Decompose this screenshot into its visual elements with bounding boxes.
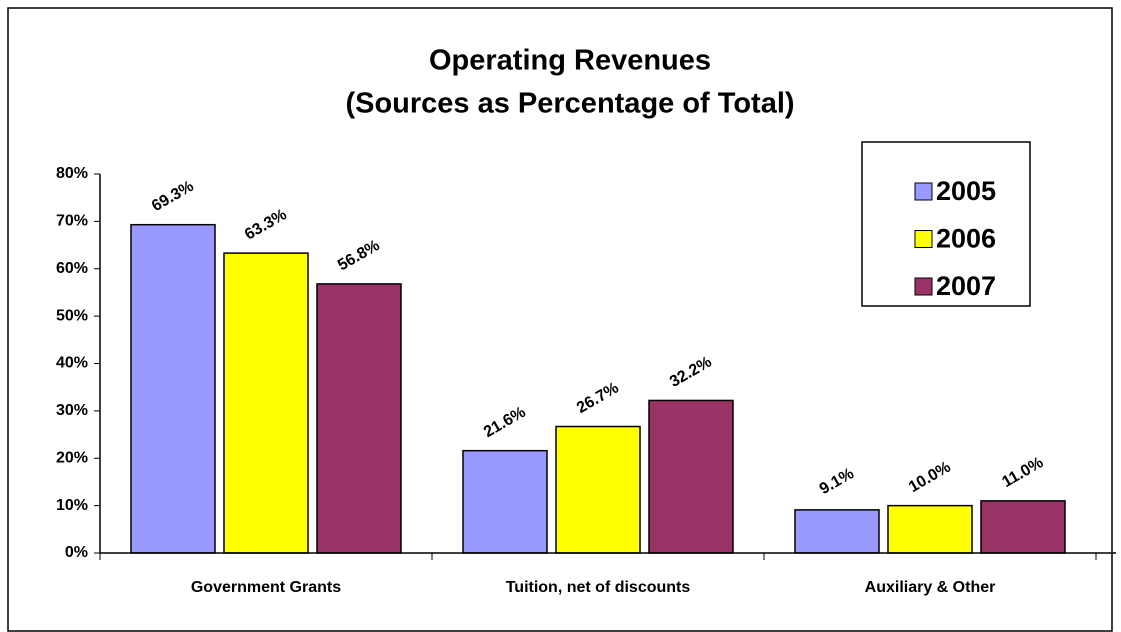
legend-label: 2006 (936, 224, 996, 254)
y-tick-label: 80% (56, 165, 88, 182)
bar (462, 449, 548, 554)
y-tick-label: 70% (56, 213, 88, 230)
chart-subtitle: (Sources as Percentage of Total) (345, 88, 794, 120)
y-tick-label: 30% (56, 402, 88, 419)
bar (794, 509, 880, 554)
legend (861, 141, 1031, 307)
bar (648, 399, 734, 554)
x-tick-label: Government Grants (191, 579, 341, 596)
y-tick-label: 20% (56, 449, 88, 466)
bar (980, 500, 1066, 554)
y-tick-label: 50% (56, 307, 88, 324)
bar (887, 504, 973, 554)
y-tick-label: 10% (56, 497, 88, 514)
bar (555, 425, 641, 554)
y-tick-label: 0% (65, 544, 88, 561)
legend-swatch (914, 230, 933, 248)
bar (130, 223, 216, 554)
legend-label: 2005 (936, 176, 996, 206)
legend-label: 2007 (936, 271, 996, 301)
y-tick-label: 40% (56, 355, 88, 372)
y-tick-label: 60% (56, 260, 88, 277)
bar (316, 283, 402, 554)
bar (223, 252, 309, 554)
x-tick-label: Tuition, net of discounts (506, 579, 691, 596)
chart-title: Operating Revenues (429, 45, 711, 77)
x-tick-label: Auxiliary & Other (865, 579, 996, 596)
legend-swatch (914, 182, 933, 201)
legend-swatch (914, 277, 933, 296)
